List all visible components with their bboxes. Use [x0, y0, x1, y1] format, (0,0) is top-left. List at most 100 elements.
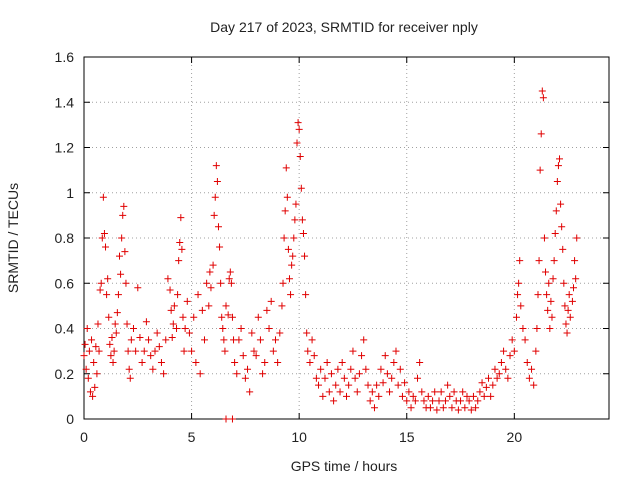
data-point	[394, 381, 402, 389]
data-point	[548, 313, 556, 321]
data-point	[94, 320, 102, 328]
data-point	[295, 125, 303, 133]
data-point	[83, 325, 91, 332]
data-point	[167, 306, 175, 314]
data-point	[134, 284, 142, 292]
data-point	[377, 365, 385, 373]
chart-title: Day 217 of 2023, SRMTID for receiver npl…	[210, 19, 478, 35]
data-point	[480, 392, 488, 400]
data-point	[82, 365, 90, 373]
grid	[84, 57, 609, 419]
data-point	[123, 320, 131, 328]
data-point	[336, 388, 344, 396]
data-point	[418, 388, 426, 396]
data-point	[298, 216, 306, 224]
data-point	[514, 291, 522, 299]
data-point	[317, 365, 325, 373]
data-point	[338, 358, 346, 366]
data-point	[487, 392, 495, 400]
data-point	[294, 119, 302, 127]
data-point	[521, 336, 529, 344]
data-point	[351, 374, 359, 382]
data-point	[390, 358, 398, 366]
data-point	[444, 381, 452, 389]
data-point	[176, 239, 184, 247]
data-point	[271, 336, 279, 344]
data-point	[222, 302, 230, 310]
data-point	[343, 392, 350, 400]
data-point	[149, 365, 157, 373]
data-point	[563, 329, 571, 337]
data-point	[279, 279, 287, 287]
data-point	[516, 257, 524, 265]
data-point	[109, 358, 117, 366]
data-point	[366, 397, 374, 405]
data-point	[111, 320, 119, 328]
data-point	[552, 207, 560, 215]
data-point	[461, 404, 469, 412]
data-point	[565, 291, 573, 299]
data-point	[489, 381, 497, 389]
data-point	[153, 329, 161, 337]
data-point	[194, 291, 202, 299]
data-point	[226, 268, 234, 276]
data-point	[446, 392, 454, 400]
data-point	[420, 397, 428, 405]
data-point	[125, 365, 133, 373]
y-tick-label: 0.8	[55, 230, 75, 246]
data-point	[535, 257, 543, 265]
data-point	[304, 347, 312, 355]
data-point	[233, 370, 241, 378]
data-point	[491, 365, 499, 373]
data-point	[203, 279, 211, 287]
data-point	[183, 297, 191, 305]
x-tick-label: 5	[188, 429, 196, 445]
data-point	[323, 358, 331, 366]
data-point	[142, 318, 150, 326]
data-point	[107, 352, 115, 360]
data-point	[110, 347, 118, 355]
data-point	[463, 392, 471, 400]
data-point	[454, 406, 462, 414]
x-tick-label: 10	[291, 429, 307, 445]
data-point	[474, 397, 482, 405]
data-point	[178, 245, 186, 253]
data-point	[429, 397, 437, 405]
data-point	[209, 261, 217, 269]
data-point	[358, 352, 366, 360]
data-point	[287, 291, 295, 299]
data-point	[81, 340, 89, 348]
data-point	[467, 406, 475, 414]
data-point	[547, 297, 555, 305]
data-point	[282, 164, 290, 172]
data-point	[519, 325, 527, 332]
data-point	[122, 279, 130, 287]
data-point	[340, 374, 348, 382]
data-point	[160, 370, 168, 378]
data-point	[200, 336, 208, 344]
data-point	[113, 309, 121, 317]
data-point	[102, 243, 110, 251]
data-point	[551, 229, 559, 237]
data-point	[98, 234, 106, 242]
data-point	[221, 347, 229, 355]
data-point	[99, 193, 107, 201]
data-point	[121, 248, 129, 256]
data-point	[506, 352, 514, 360]
data-point	[84, 374, 92, 382]
data-point	[508, 336, 516, 344]
data-point	[96, 286, 104, 294]
data-point	[530, 381, 538, 389]
data-point	[554, 162, 562, 170]
data-point	[214, 223, 222, 231]
data-point	[205, 302, 213, 310]
data-point	[261, 358, 269, 366]
data-point	[224, 311, 232, 319]
data-point	[321, 374, 329, 382]
data-point	[132, 347, 140, 355]
data-point	[308, 336, 316, 344]
x-tick-label: 20	[507, 429, 523, 445]
data-point	[231, 358, 239, 366]
data-point	[523, 358, 531, 366]
